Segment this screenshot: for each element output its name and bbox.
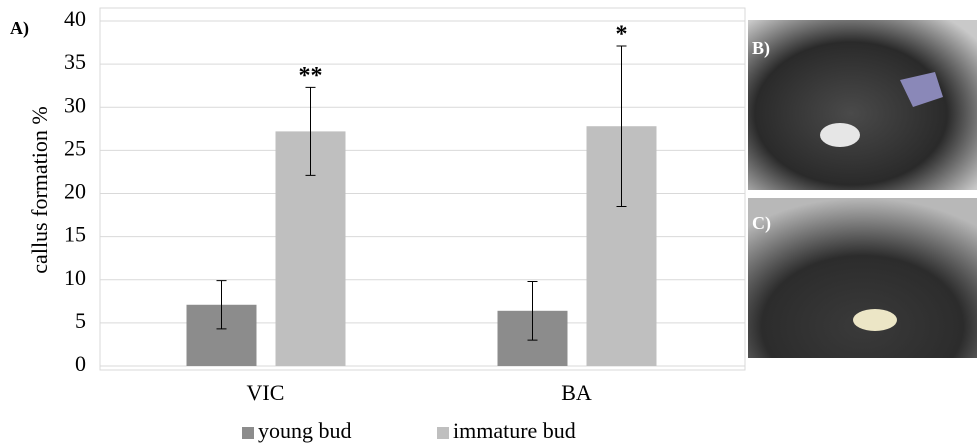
y-tick-label: 5 (75, 308, 86, 333)
legend-swatch (437, 427, 449, 439)
photo-c (748, 198, 977, 358)
error-bar (616, 45, 627, 207)
x-tick-label: VIC (247, 380, 285, 405)
y-tick-label: 40 (64, 6, 86, 31)
y-tick-label: 35 (64, 49, 86, 74)
y-tick-label: 15 (64, 222, 86, 247)
error-bar (216, 280, 227, 330)
error-bar (305, 86, 316, 176)
x-tick-label: BA (561, 380, 592, 405)
legend-label: immature bud (453, 418, 576, 443)
y-tick-label: 10 (64, 265, 86, 290)
significance-label: * (616, 22, 628, 48)
plot-frame (99, 7, 746, 371)
significance-label: ** (299, 63, 323, 89)
y-axis-label: callus formation % (27, 106, 52, 273)
y-tick-label: 20 (64, 179, 86, 204)
photo-b (748, 20, 977, 190)
legend-label: young bud (258, 418, 352, 443)
photo-label: B) (752, 38, 770, 59)
y-tick-label: 25 (64, 135, 86, 160)
y-tick-label: 0 (75, 351, 86, 376)
photo-label: C) (752, 213, 771, 234)
legend-swatch (242, 427, 254, 439)
panel-label: A) (10, 18, 29, 39)
y-tick-label: 30 (64, 92, 86, 117)
error-bar (527, 280, 538, 341)
